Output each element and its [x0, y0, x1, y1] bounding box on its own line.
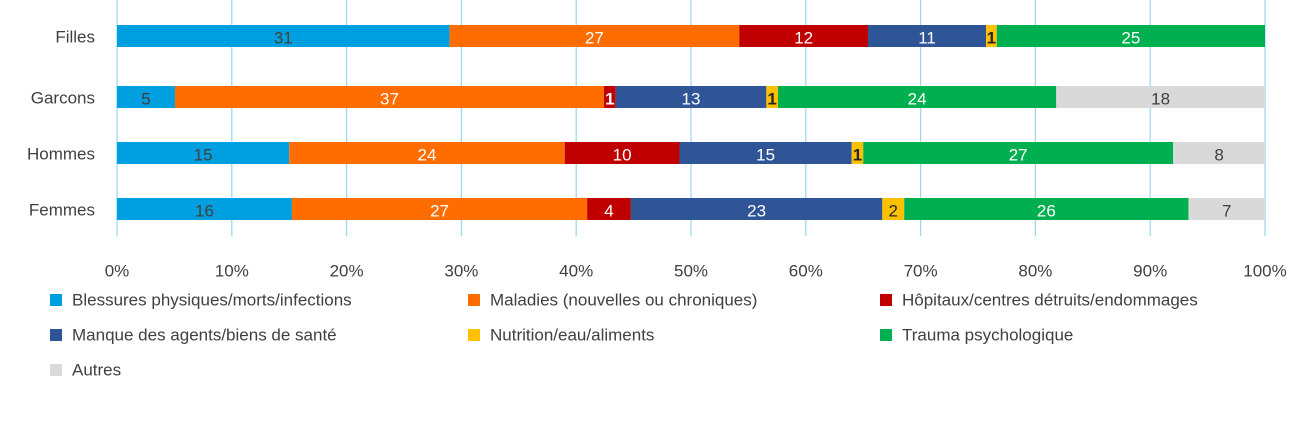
x-tick-label: 70%	[904, 261, 938, 280]
bar-segment	[117, 142, 290, 164]
bar-segment	[604, 86, 616, 108]
data-label: 2	[889, 201, 898, 220]
data-label: 1	[767, 89, 776, 108]
data-label: 1	[987, 28, 996, 47]
x-tick-label: 20%	[330, 261, 364, 280]
bar-segment	[679, 142, 852, 164]
bar-segment	[615, 86, 767, 108]
legend-swatch	[880, 329, 892, 341]
bar-segment	[449, 25, 740, 47]
legend-label: Trauma psychologique	[902, 325, 1073, 344]
x-tick-label: 80%	[1018, 261, 1052, 280]
y-tick-label: Hommes	[27, 144, 95, 163]
data-label: 31	[274, 28, 293, 47]
data-label: 1	[605, 89, 614, 108]
data-label: 7	[1222, 201, 1231, 220]
x-tick-label: 30%	[444, 261, 478, 280]
data-label: 1	[853, 145, 862, 164]
bar-segment	[587, 198, 631, 220]
legend-swatch	[50, 364, 62, 376]
data-label: 11	[918, 28, 936, 47]
y-tick-label: Garcons	[31, 88, 95, 107]
legend-swatch	[468, 294, 480, 306]
bar-segment	[851, 142, 864, 164]
bar-segment	[291, 198, 588, 220]
data-label: 25	[1121, 28, 1140, 47]
legend-label: Hôpitaux/centres détruits/endommages	[902, 290, 1198, 309]
x-tick-label: 100%	[1243, 261, 1286, 280]
bar-segment	[117, 86, 175, 108]
data-label: 27	[430, 201, 449, 220]
bar-segment	[564, 142, 680, 164]
bar-segment	[868, 25, 987, 47]
x-tick-label: 10%	[215, 261, 249, 280]
bar-segment	[289, 142, 565, 164]
bar-segment	[863, 142, 1174, 164]
bar-segment	[174, 86, 605, 108]
data-label: 23	[747, 201, 766, 220]
data-label: 24	[908, 89, 927, 108]
legend-swatch	[880, 294, 892, 306]
x-tick-label: 40%	[559, 261, 593, 280]
x-tick-label: 0%	[105, 261, 130, 280]
data-label: 15	[194, 145, 213, 164]
bar-segment	[904, 198, 1189, 220]
x-tick-label: 90%	[1133, 261, 1167, 280]
bar-segment	[117, 198, 292, 220]
data-label: 24	[417, 145, 436, 164]
data-label: 13	[682, 89, 701, 108]
y-tick-label: Filles	[55, 27, 95, 46]
data-label: 27	[585, 28, 604, 47]
legend-label: Blessures physiques/morts/infections	[72, 290, 352, 309]
legend-label: Autres	[72, 360, 121, 379]
x-tick-label: 60%	[789, 261, 823, 280]
legend-label: Nutrition/eau/aliments	[490, 325, 654, 344]
data-label: 26	[1037, 201, 1056, 220]
data-label: 37	[380, 89, 399, 108]
bar-segment	[882, 198, 905, 220]
data-label: 8	[1214, 145, 1223, 164]
legend-label: Manque des agents/biens de santé	[72, 325, 337, 344]
data-label: 12	[794, 28, 813, 47]
y-tick-label: Femmes	[29, 200, 95, 219]
data-label: 4	[604, 201, 613, 220]
bar-segment	[1188, 198, 1265, 220]
bar-segment	[986, 25, 997, 47]
bar-segment	[777, 86, 1057, 108]
bar-segment	[739, 25, 869, 47]
x-tick-label: 50%	[674, 261, 708, 280]
legend-label: Maladies (nouvelles ou chroniques)	[490, 290, 757, 309]
data-label: 18	[1151, 89, 1170, 108]
bar-segment	[996, 25, 1265, 47]
legend-swatch	[50, 329, 62, 341]
bar-segment	[1173, 142, 1265, 164]
data-label: 10	[613, 145, 632, 164]
legend-swatch	[468, 329, 480, 341]
bar-segment	[117, 25, 450, 47]
data-label: 15	[756, 145, 775, 164]
bar-segment	[1056, 86, 1265, 108]
data-label: 27	[1009, 145, 1028, 164]
data-label: 16	[195, 201, 214, 220]
bar-segment	[630, 198, 883, 220]
data-label: 5	[141, 89, 150, 108]
bar-segment	[766, 86, 778, 108]
legend-swatch	[50, 294, 62, 306]
